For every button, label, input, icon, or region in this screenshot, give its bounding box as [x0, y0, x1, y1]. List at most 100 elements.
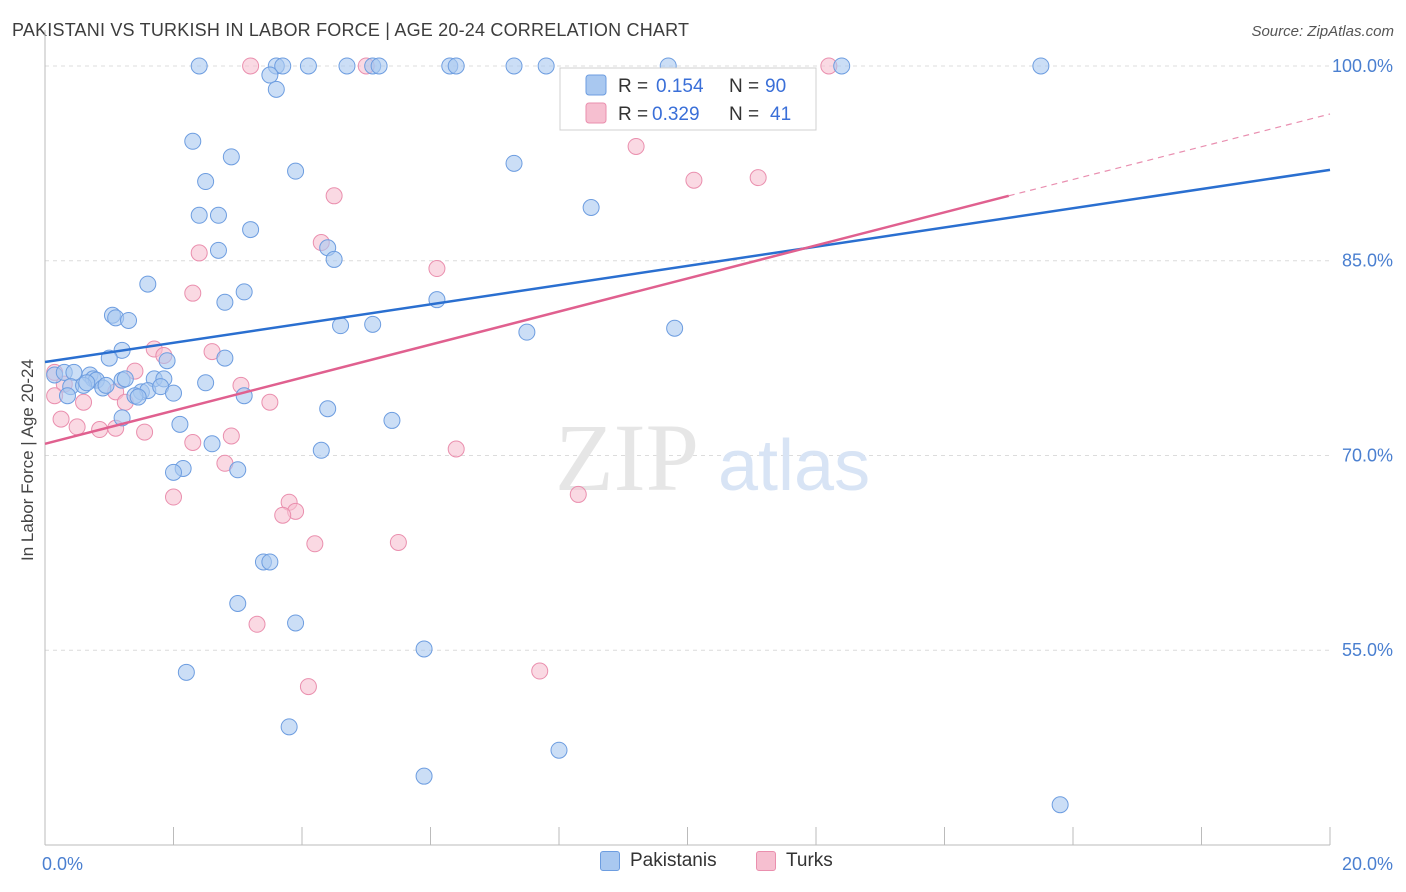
turks-point: [68, 418, 86, 436]
pakistanis-point: [229, 461, 247, 479]
pakistanis-point: [280, 718, 298, 736]
pakistanis-point: [261, 553, 279, 571]
turks-point: [184, 284, 202, 302]
turks-point: [325, 187, 343, 205]
pakistanis-point: [184, 132, 202, 150]
y-tick-label: 100.0%: [1332, 56, 1393, 76]
pakistanis-point: [338, 57, 356, 75]
legend-r-value-pakistanis: 0.154: [656, 76, 704, 97]
pakistanis-point: [299, 57, 317, 75]
legend-swatch-pakistanis: [585, 74, 607, 96]
pakistanis-point: [267, 80, 285, 98]
turks-point: [428, 260, 446, 278]
pakistanis-point: [116, 370, 134, 388]
turks-point: [75, 393, 93, 411]
pakistanis-point: [229, 595, 247, 612]
pakistanis-point: [190, 57, 208, 75]
legend-bottom-swatch-turks: [756, 851, 776, 871]
pakistanis-point: [537, 57, 555, 75]
pakistanis-point: [415, 640, 433, 658]
legend-r-value-turks: 0.329: [652, 104, 700, 125]
pakistanis-point: [58, 387, 76, 405]
turks-trendline: [44, 194, 1010, 446]
turks-point: [389, 533, 407, 551]
pakistanis-point: [518, 323, 536, 341]
pakistanis-point: [364, 315, 382, 333]
pakistanis-point: [370, 57, 388, 75]
grid-layer: [45, 65, 1330, 651]
legend-n-value-turks: 41: [770, 104, 791, 125]
pakistanis-point: [171, 415, 189, 433]
turks-point: [222, 427, 240, 445]
trend-lines: [44, 113, 1331, 446]
turks-point: [531, 662, 549, 680]
pakistanis-point: [177, 663, 195, 681]
turks-point: [136, 423, 154, 441]
pakistanis-point: [139, 275, 157, 293]
pakistanis-point: [383, 411, 401, 429]
pakistanis-point: [216, 349, 234, 367]
pakistanis-point: [582, 198, 600, 216]
pakistanis-point: [505, 57, 523, 75]
pakistanis-point: [97, 376, 115, 394]
legend-n-label-pakistanis: N =: [729, 76, 759, 97]
pakistanis-point: [158, 352, 176, 370]
pakistanis-point: [325, 250, 343, 268]
turks-point: [165, 488, 182, 506]
pakistanis-point: [197, 173, 215, 191]
y-tick-label: 85.0%: [1342, 251, 1393, 271]
pakistanis-point: [242, 221, 260, 239]
pakistanis-trendline: [44, 168, 1331, 364]
turks-point: [52, 410, 70, 428]
turks-point: [627, 137, 645, 155]
pakistanis-points: [46, 57, 1069, 814]
pakistanis-point: [332, 317, 350, 335]
watermark-atlas: atlas: [718, 426, 870, 506]
pakistanis-point: [78, 374, 96, 392]
pakistanis-point: [261, 66, 279, 84]
pakistanis-point: [274, 57, 292, 75]
pakistanis-point: [235, 283, 253, 301]
turks-point: [190, 244, 208, 262]
y-tick-label: 55.0%: [1342, 640, 1393, 660]
source-label: Source: ZipAtlas.com: [1251, 23, 1394, 40]
pakistanis-point: [287, 162, 305, 180]
pakistanis-point: [129, 388, 147, 406]
pakistanis-point: [505, 154, 523, 172]
x-tick-label: 0.0%: [42, 854, 83, 874]
pakistanis-point: [165, 463, 182, 481]
pakistanis-point: [447, 57, 465, 75]
legend-r-label-pakistanis: R =: [618, 76, 648, 97]
turks-trendline-extension: [1008, 113, 1331, 197]
legend-bottom-swatch-pakistanis: [600, 851, 620, 871]
legend-swatch-turks: [585, 102, 607, 124]
pakistanis-point: [209, 206, 227, 224]
pakistanis-point: [1051, 796, 1069, 814]
turks-point: [261, 393, 279, 411]
pakistanis-point: [203, 435, 221, 453]
chart-title: PAKISTANI VS TURKISH IN LABOR FORCE | AG…: [12, 20, 690, 40]
bottom-legend: Pakistanis Turks: [0, 850, 1406, 880]
pakistanis-point: [165, 384, 182, 402]
turks-point: [447, 440, 465, 458]
axis-layer: 55.0% 70.0% 85.0% 100.0% 0.0% 20.0%: [42, 30, 1393, 874]
pakistanis-point: [312, 441, 330, 459]
y-tick-label: 70.0%: [1342, 445, 1393, 465]
pakistanis-point: [319, 400, 337, 418]
watermark: ZIP atlas: [555, 404, 870, 511]
pakistanis-point: [209, 241, 227, 259]
legend-n-label-turks: N =: [729, 104, 759, 125]
legend-bottom-label-turks: Turks: [786, 850, 833, 871]
turks-point: [569, 485, 587, 503]
legend-item-turks: Turks: [756, 850, 833, 872]
turks-point: [306, 535, 324, 553]
pakistanis-point: [550, 741, 568, 759]
turks-point: [248, 615, 266, 633]
pakistanis-point: [1032, 57, 1050, 75]
x-tick-label: 20.0%: [1342, 854, 1393, 874]
turks-point: [299, 678, 317, 696]
stats-legend: R = 0.154 N = 90 R = 0.329 N = 41: [559, 67, 817, 131]
legend-r-label-turks: R =: [618, 104, 648, 125]
turks-point: [685, 171, 703, 189]
